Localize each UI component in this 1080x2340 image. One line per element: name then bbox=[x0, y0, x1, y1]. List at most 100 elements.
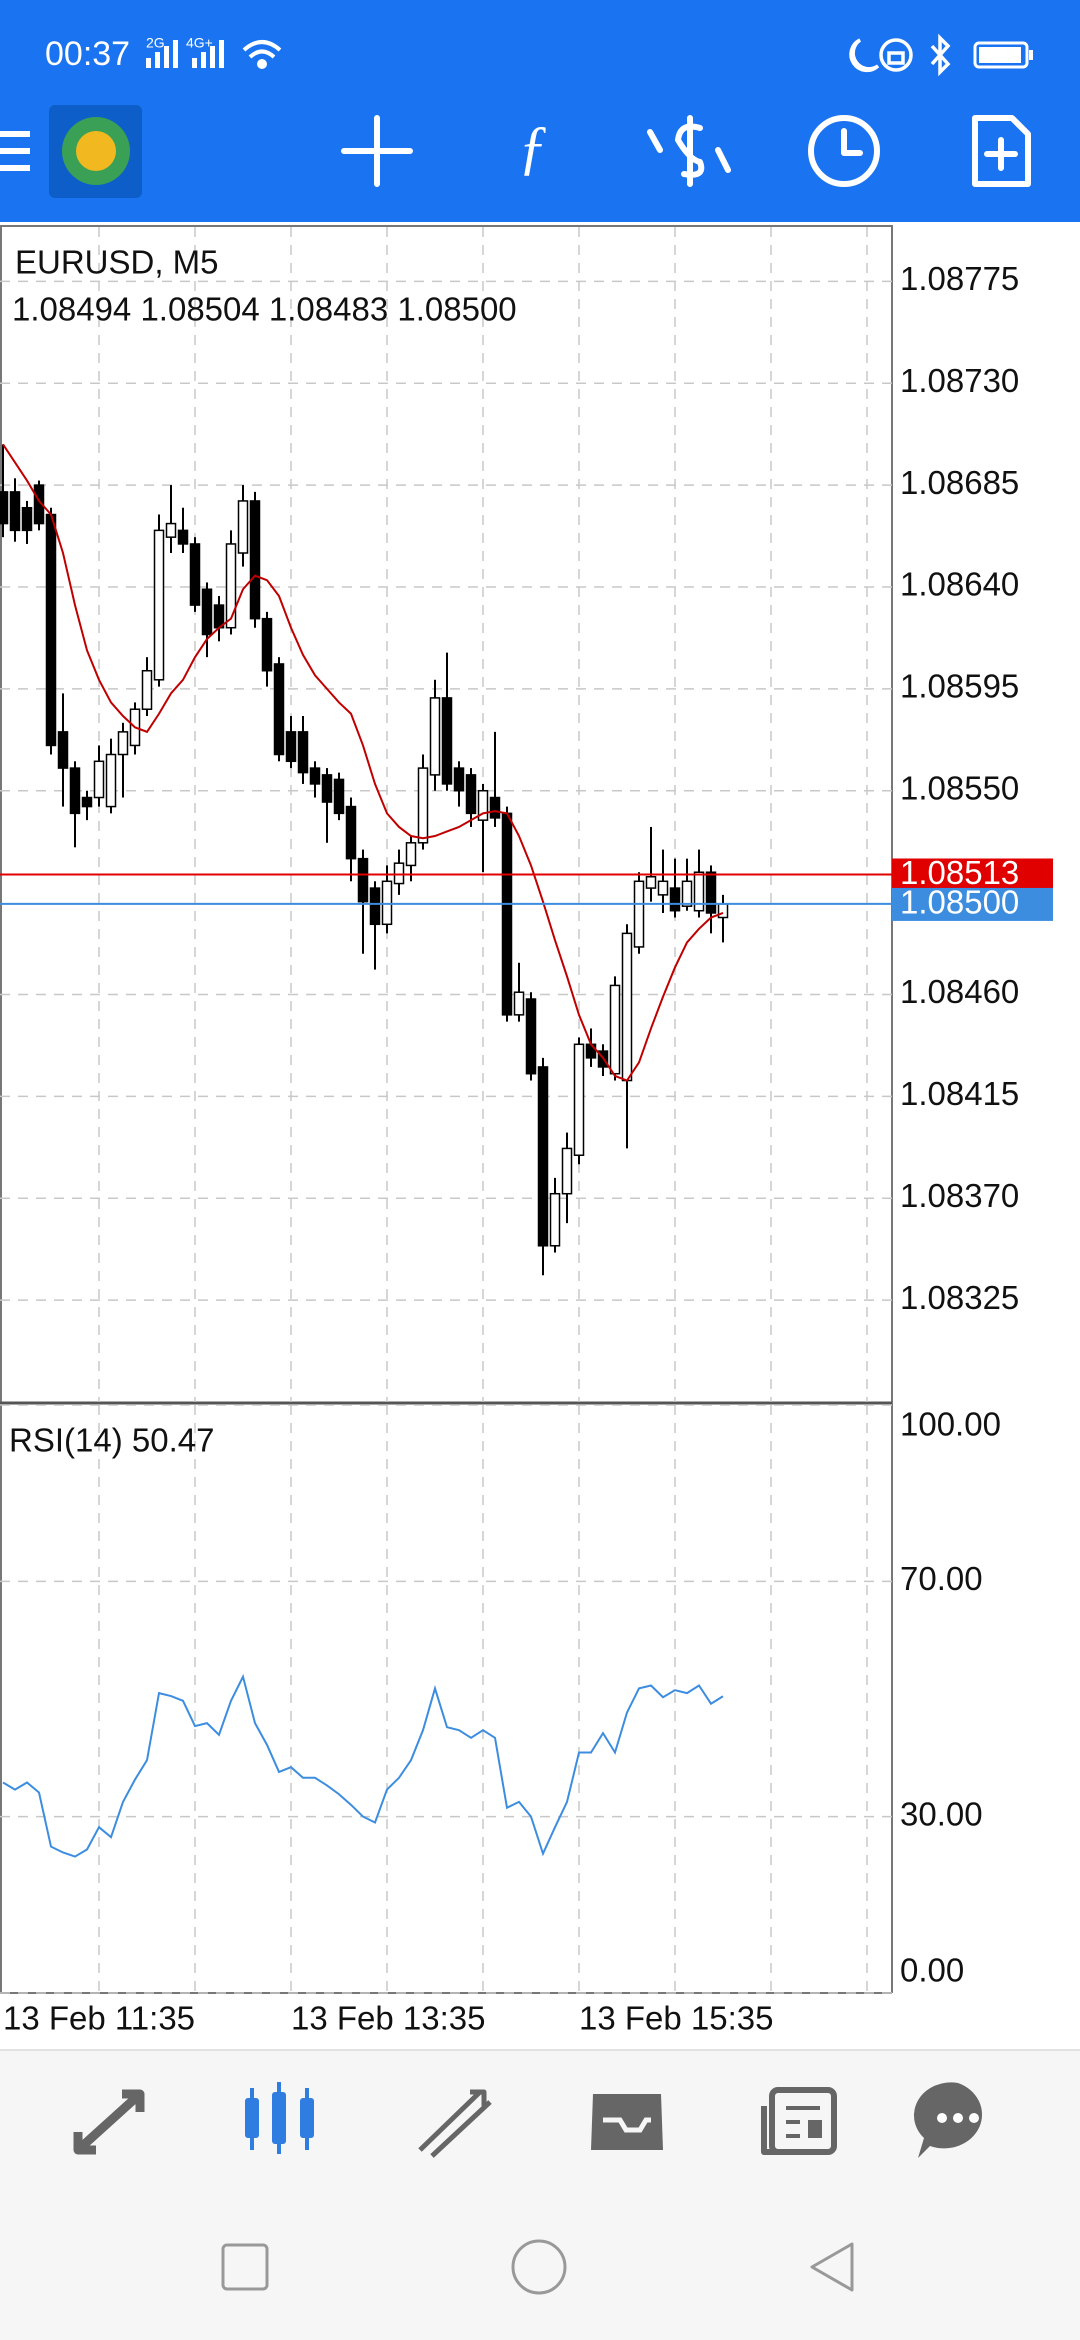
candle-body bbox=[441, 697, 453, 785]
candle-body bbox=[285, 731, 297, 763]
candle-body bbox=[261, 617, 273, 672]
home-button[interactable] bbox=[511, 2239, 567, 2295]
quotes-tab[interactable] bbox=[73, 2089, 145, 2155]
candle-body bbox=[45, 513, 57, 747]
y-tick-label: 1.08685 bbox=[900, 464, 1019, 501]
candle-body bbox=[357, 857, 369, 903]
price-label-bg bbox=[892, 858, 1053, 892]
indicators-button[interactable]: ƒ bbox=[518, 114, 548, 180]
battery-icon bbox=[973, 41, 1033, 69]
candle-body bbox=[57, 731, 69, 769]
trade-tab[interactable] bbox=[418, 2089, 492, 2158]
candle-body bbox=[189, 543, 201, 606]
moving-average bbox=[2, 443, 724, 1082]
candle-body bbox=[621, 932, 633, 1082]
history-tab[interactable] bbox=[591, 2094, 663, 2150]
crosshair-button[interactable] bbox=[341, 115, 413, 187]
candle-body bbox=[561, 1147, 573, 1195]
y-tick-label: 1.08370 bbox=[900, 1177, 1019, 1214]
y-tick-label: 1.08640 bbox=[900, 566, 1019, 603]
candle-body bbox=[489, 796, 501, 819]
candle-body bbox=[225, 543, 237, 629]
y-tick-label: 30.00 bbox=[900, 1795, 983, 1832]
candle-body bbox=[141, 669, 153, 710]
candle-body bbox=[345, 805, 357, 860]
candle-body bbox=[21, 506, 33, 532]
candle-body bbox=[0, 491, 9, 525]
moon-icon bbox=[849, 38, 880, 73]
candle-body bbox=[321, 774, 333, 803]
candle-body bbox=[717, 903, 729, 919]
candle-body bbox=[309, 767, 321, 785]
candle-body bbox=[333, 778, 345, 815]
candle-body bbox=[477, 789, 489, 821]
chart-subtitle: 1.08494 1.08504 1.08483 1.08500 bbox=[12, 291, 517, 328]
y-tick-label: 1.08460 bbox=[900, 973, 1019, 1010]
candle-body bbox=[105, 753, 117, 808]
candle-body bbox=[549, 1192, 561, 1247]
candle-body bbox=[369, 887, 381, 926]
candle-body bbox=[633, 880, 645, 948]
status-time: 00:37 bbox=[45, 35, 130, 73]
y-tick-label: 1.08325 bbox=[900, 1279, 1019, 1316]
signal-icon bbox=[192, 40, 224, 68]
candle-body bbox=[177, 529, 189, 545]
trade-button[interactable] bbox=[647, 115, 731, 187]
chart-title: EURUSD, M5 bbox=[15, 244, 219, 281]
menu-button[interactable] bbox=[0, 131, 30, 171]
candle-body bbox=[513, 991, 525, 1016]
wifi-icon bbox=[242, 40, 282, 69]
toolbar-bg bbox=[0, 0, 1080, 222]
candle-body bbox=[273, 663, 285, 756]
candle-body bbox=[249, 500, 261, 620]
candle-body bbox=[69, 767, 81, 815]
price-label-bg bbox=[892, 887, 1053, 921]
candle-body bbox=[297, 731, 309, 774]
y-tick-label: 1.08730 bbox=[900, 362, 1019, 399]
app-logo[interactable] bbox=[49, 105, 142, 198]
x-tick-label: 13 Feb 15:35 bbox=[579, 2000, 774, 2037]
candle-body bbox=[33, 484, 45, 525]
candle-body bbox=[9, 491, 21, 532]
candle-body bbox=[501, 812, 513, 1016]
y-tick-label: 100.00 bbox=[900, 1406, 1001, 1443]
candle-body bbox=[573, 1043, 585, 1156]
plot-area: 1.08775 1.08730 1.08685 1.08640 1.08595 1.085… bbox=[0, 227, 1053, 2037]
candle-body bbox=[165, 522, 177, 538]
candle-body bbox=[429, 697, 441, 776]
chart-title: RSI(14) 50.47 bbox=[9, 1422, 214, 1459]
candle-body bbox=[381, 880, 393, 926]
period-button[interactable] bbox=[808, 115, 880, 187]
price-label: 1.08500 bbox=[900, 884, 1019, 921]
candle-body bbox=[525, 998, 537, 1075]
x-tick-label: 13 Feb 11:35 bbox=[3, 2000, 195, 2037]
candle-body bbox=[537, 1066, 549, 1247]
y-tick-label: 1.08415 bbox=[900, 1075, 1019, 1112]
candle-body bbox=[453, 767, 465, 792]
x-tick-label: 13 Feb 13:35 bbox=[291, 2000, 486, 2037]
candle-body bbox=[585, 1043, 597, 1059]
chat-tab[interactable] bbox=[913, 2082, 983, 2158]
chart-tab[interactable] bbox=[245, 2082, 314, 2154]
news-tab[interactable] bbox=[761, 2087, 837, 2155]
candle-body bbox=[609, 984, 621, 1075]
back-button[interactable] bbox=[810, 2242, 854, 2292]
bluetooth-icon bbox=[930, 33, 951, 77]
candle-body bbox=[465, 774, 477, 815]
rsi-line bbox=[2, 1673, 724, 1858]
candle-body bbox=[81, 796, 93, 808]
signal-icon bbox=[146, 40, 178, 68]
candle-body bbox=[117, 731, 129, 756]
candle-body bbox=[417, 767, 429, 844]
candle-body bbox=[405, 842, 417, 867]
y-tick-label: 1.08550 bbox=[900, 769, 1019, 806]
network-label: 4G+ bbox=[186, 35, 213, 51]
candle-body bbox=[237, 500, 249, 554]
candle-body bbox=[657, 880, 669, 896]
new-order-button[interactable] bbox=[972, 115, 1031, 187]
recent-apps-button[interactable] bbox=[221, 2243, 269, 2291]
y-tick-label: 1.08595 bbox=[900, 668, 1019, 705]
candle-body bbox=[669, 887, 681, 912]
candle-body bbox=[693, 871, 705, 912]
